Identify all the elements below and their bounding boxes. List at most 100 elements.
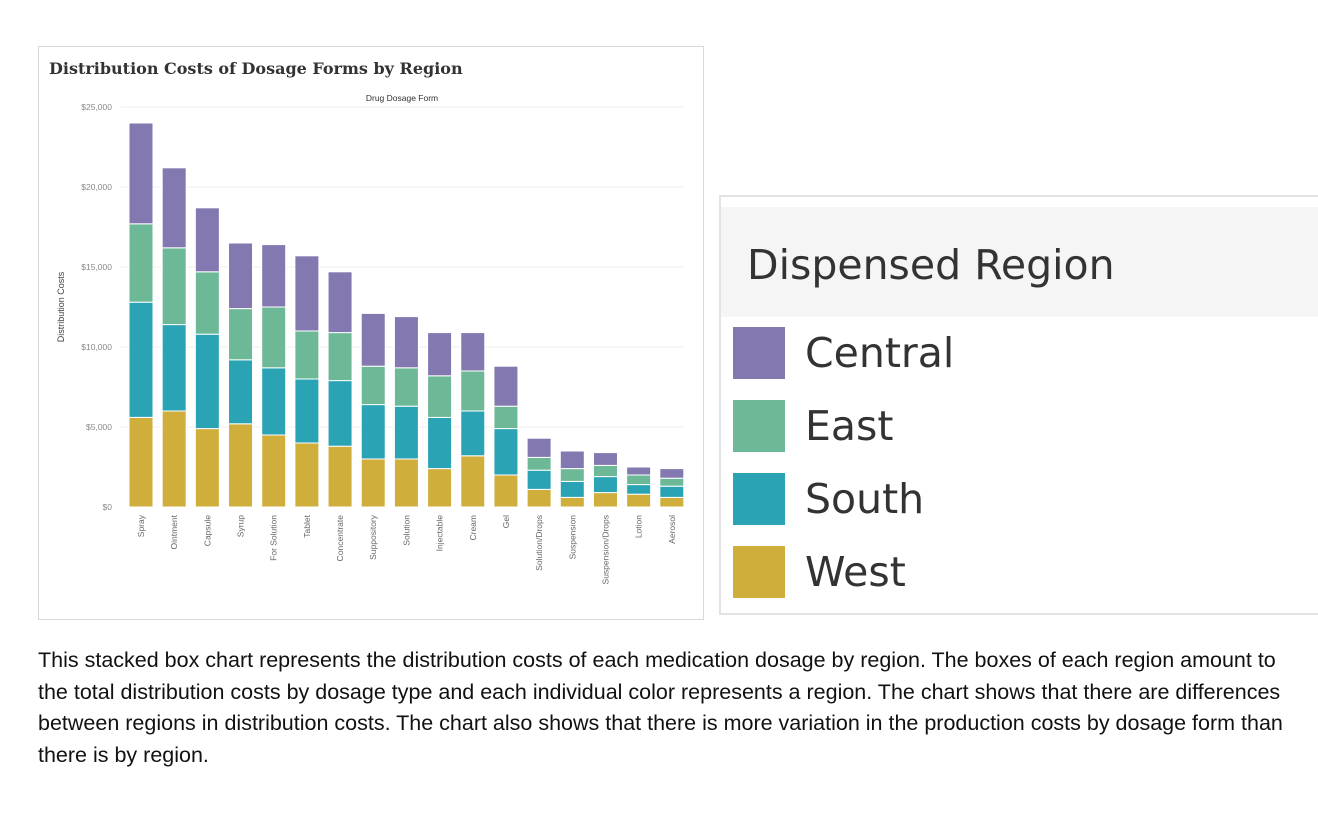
bar-segment-east: [559, 468, 585, 482]
bar-segment-south: [427, 416, 453, 470]
x-tick-label: Lotion: [634, 515, 644, 538]
y-tick-label: $10,000: [81, 342, 112, 352]
bar-segment-central: [393, 316, 419, 369]
bar-segment-west: [493, 474, 519, 508]
y-tick-label: $25,000: [81, 102, 112, 112]
bar-segment-central: [128, 122, 154, 225]
x-tick-label: Cream: [468, 515, 478, 541]
stacked-bar-chart: $0 $5,000 $10,000 $15,000 $20,000 $25,000 Dist…: [56, 93, 685, 584]
bar-segment-east: [460, 370, 486, 412]
legend-swatch-east: [733, 400, 785, 452]
bar-segment-west: [194, 428, 220, 508]
legend-panel: Dispensed Region Central East South West: [719, 195, 1318, 615]
bar-segment-central: [659, 468, 685, 479]
y-tick-label: $0: [103, 502, 113, 512]
bar-segment-central: [360, 312, 386, 367]
x-tick-label: Suspension: [567, 515, 577, 560]
x-tick-label: Tablet: [302, 514, 312, 537]
bar-segment-west: [327, 445, 353, 508]
bar-segment-south: [393, 405, 419, 460]
bar-segment-east: [128, 223, 154, 303]
x-tick-label: Suppository: [368, 514, 378, 560]
x-tick-label: Gel: [501, 515, 511, 528]
caption-text: This stacked box chart represents the di…: [38, 648, 1283, 767]
bar-segment-west: [161, 410, 187, 508]
bar-segment-south: [526, 469, 552, 490]
bar-segment-central: [626, 466, 652, 476]
bar-segment-west: [294, 442, 320, 508]
bar-segment-south: [261, 367, 287, 436]
legend-label-south: South: [805, 475, 925, 523]
bar-segment-east: [659, 477, 685, 487]
legend-label-central: Central: [805, 329, 955, 377]
x-tick-label: Capsule: [202, 515, 212, 546]
x-tick-label: Suspension/Drops: [600, 515, 610, 584]
bar-segment-central: [327, 271, 353, 334]
bar-segment-south: [559, 480, 585, 498]
bar-segment-south: [128, 301, 154, 418]
bar-segment-east: [427, 375, 453, 418]
bar-segment-west: [228, 423, 254, 508]
bar-segment-west: [393, 458, 419, 508]
bar-segment-east: [626, 474, 652, 486]
bar-segment-central: [526, 437, 552, 458]
x-tick-label: Injectable: [435, 515, 445, 552]
bar-segment-west: [460, 455, 486, 508]
bar-segment-central: [559, 450, 585, 470]
bar-segment-east: [228, 308, 254, 361]
chart-panel: $0 $5,000 $10,000 $15,000 $20,000 $25,000 Dist…: [38, 46, 704, 620]
bar-segment-south: [294, 378, 320, 444]
bar-segment-central: [161, 167, 187, 249]
bar-segment-east: [360, 365, 386, 406]
bar-segment-west: [128, 416, 154, 508]
bar-segment-south: [161, 324, 187, 412]
x-tick-label: Aerosol: [667, 515, 677, 544]
legend-label-west: West: [805, 548, 906, 596]
legend-swatch-south: [733, 473, 785, 525]
bar-segment-east: [592, 464, 618, 478]
bar-segment-central: [493, 365, 519, 407]
x-axis-label: Drug Dosage Form: [366, 93, 438, 103]
bar-segment-east: [161, 247, 187, 326]
bar-segment-south: [228, 359, 254, 425]
bar-segment-south: [360, 404, 386, 460]
y-tick-label: $20,000: [81, 182, 112, 192]
x-tick-label: Concentrate: [335, 515, 345, 562]
bar-segment-central: [294, 255, 320, 332]
y-tick-label: $5,000: [86, 422, 112, 432]
x-tick-label: Syrup: [236, 515, 246, 537]
legend-swatch-central: [733, 327, 785, 379]
bar-segment-west: [261, 434, 287, 508]
bar-segment-south: [626, 484, 652, 495]
bar-segment-west: [592, 492, 618, 508]
bar-segment-east: [526, 456, 552, 471]
bar-segment-west: [360, 458, 386, 508]
bar-segment-east: [327, 332, 353, 382]
y-axis-label: Distribution Costs: [56, 271, 66, 342]
x-tick-label: Ointment: [169, 514, 179, 549]
bar-segment-east: [393, 367, 419, 407]
bar-segment-central: [427, 332, 453, 377]
bar-segment-central: [194, 207, 220, 273]
bar-segment-south: [493, 428, 519, 476]
chart-title: Distribution Costs of Dosage Forms by Re…: [49, 59, 463, 78]
x-tick-label: Spray: [136, 514, 146, 537]
bar-segment-east: [294, 330, 320, 380]
bar-segment-west: [526, 488, 552, 508]
legend-header: [721, 207, 1318, 317]
bar-segment-south: [659, 485, 685, 498]
bar-segment-central: [228, 242, 254, 310]
bar-segment-south: [327, 380, 353, 447]
bar-segment-south: [460, 410, 486, 457]
bar-segment-west: [427, 468, 453, 508]
bar-segment-central: [460, 332, 486, 372]
x-tick-label: For Solution: [269, 515, 279, 561]
y-tick-label: $15,000: [81, 262, 112, 272]
bar-segment-east: [493, 405, 519, 430]
bar-segment-east: [261, 306, 287, 369]
bar-segment-south: [592, 476, 618, 494]
bar-segment-west: [559, 496, 585, 508]
legend-label-east: East: [805, 402, 894, 450]
x-tick-label: Solution/Drops: [534, 515, 544, 571]
bar-segment-west: [626, 493, 652, 508]
